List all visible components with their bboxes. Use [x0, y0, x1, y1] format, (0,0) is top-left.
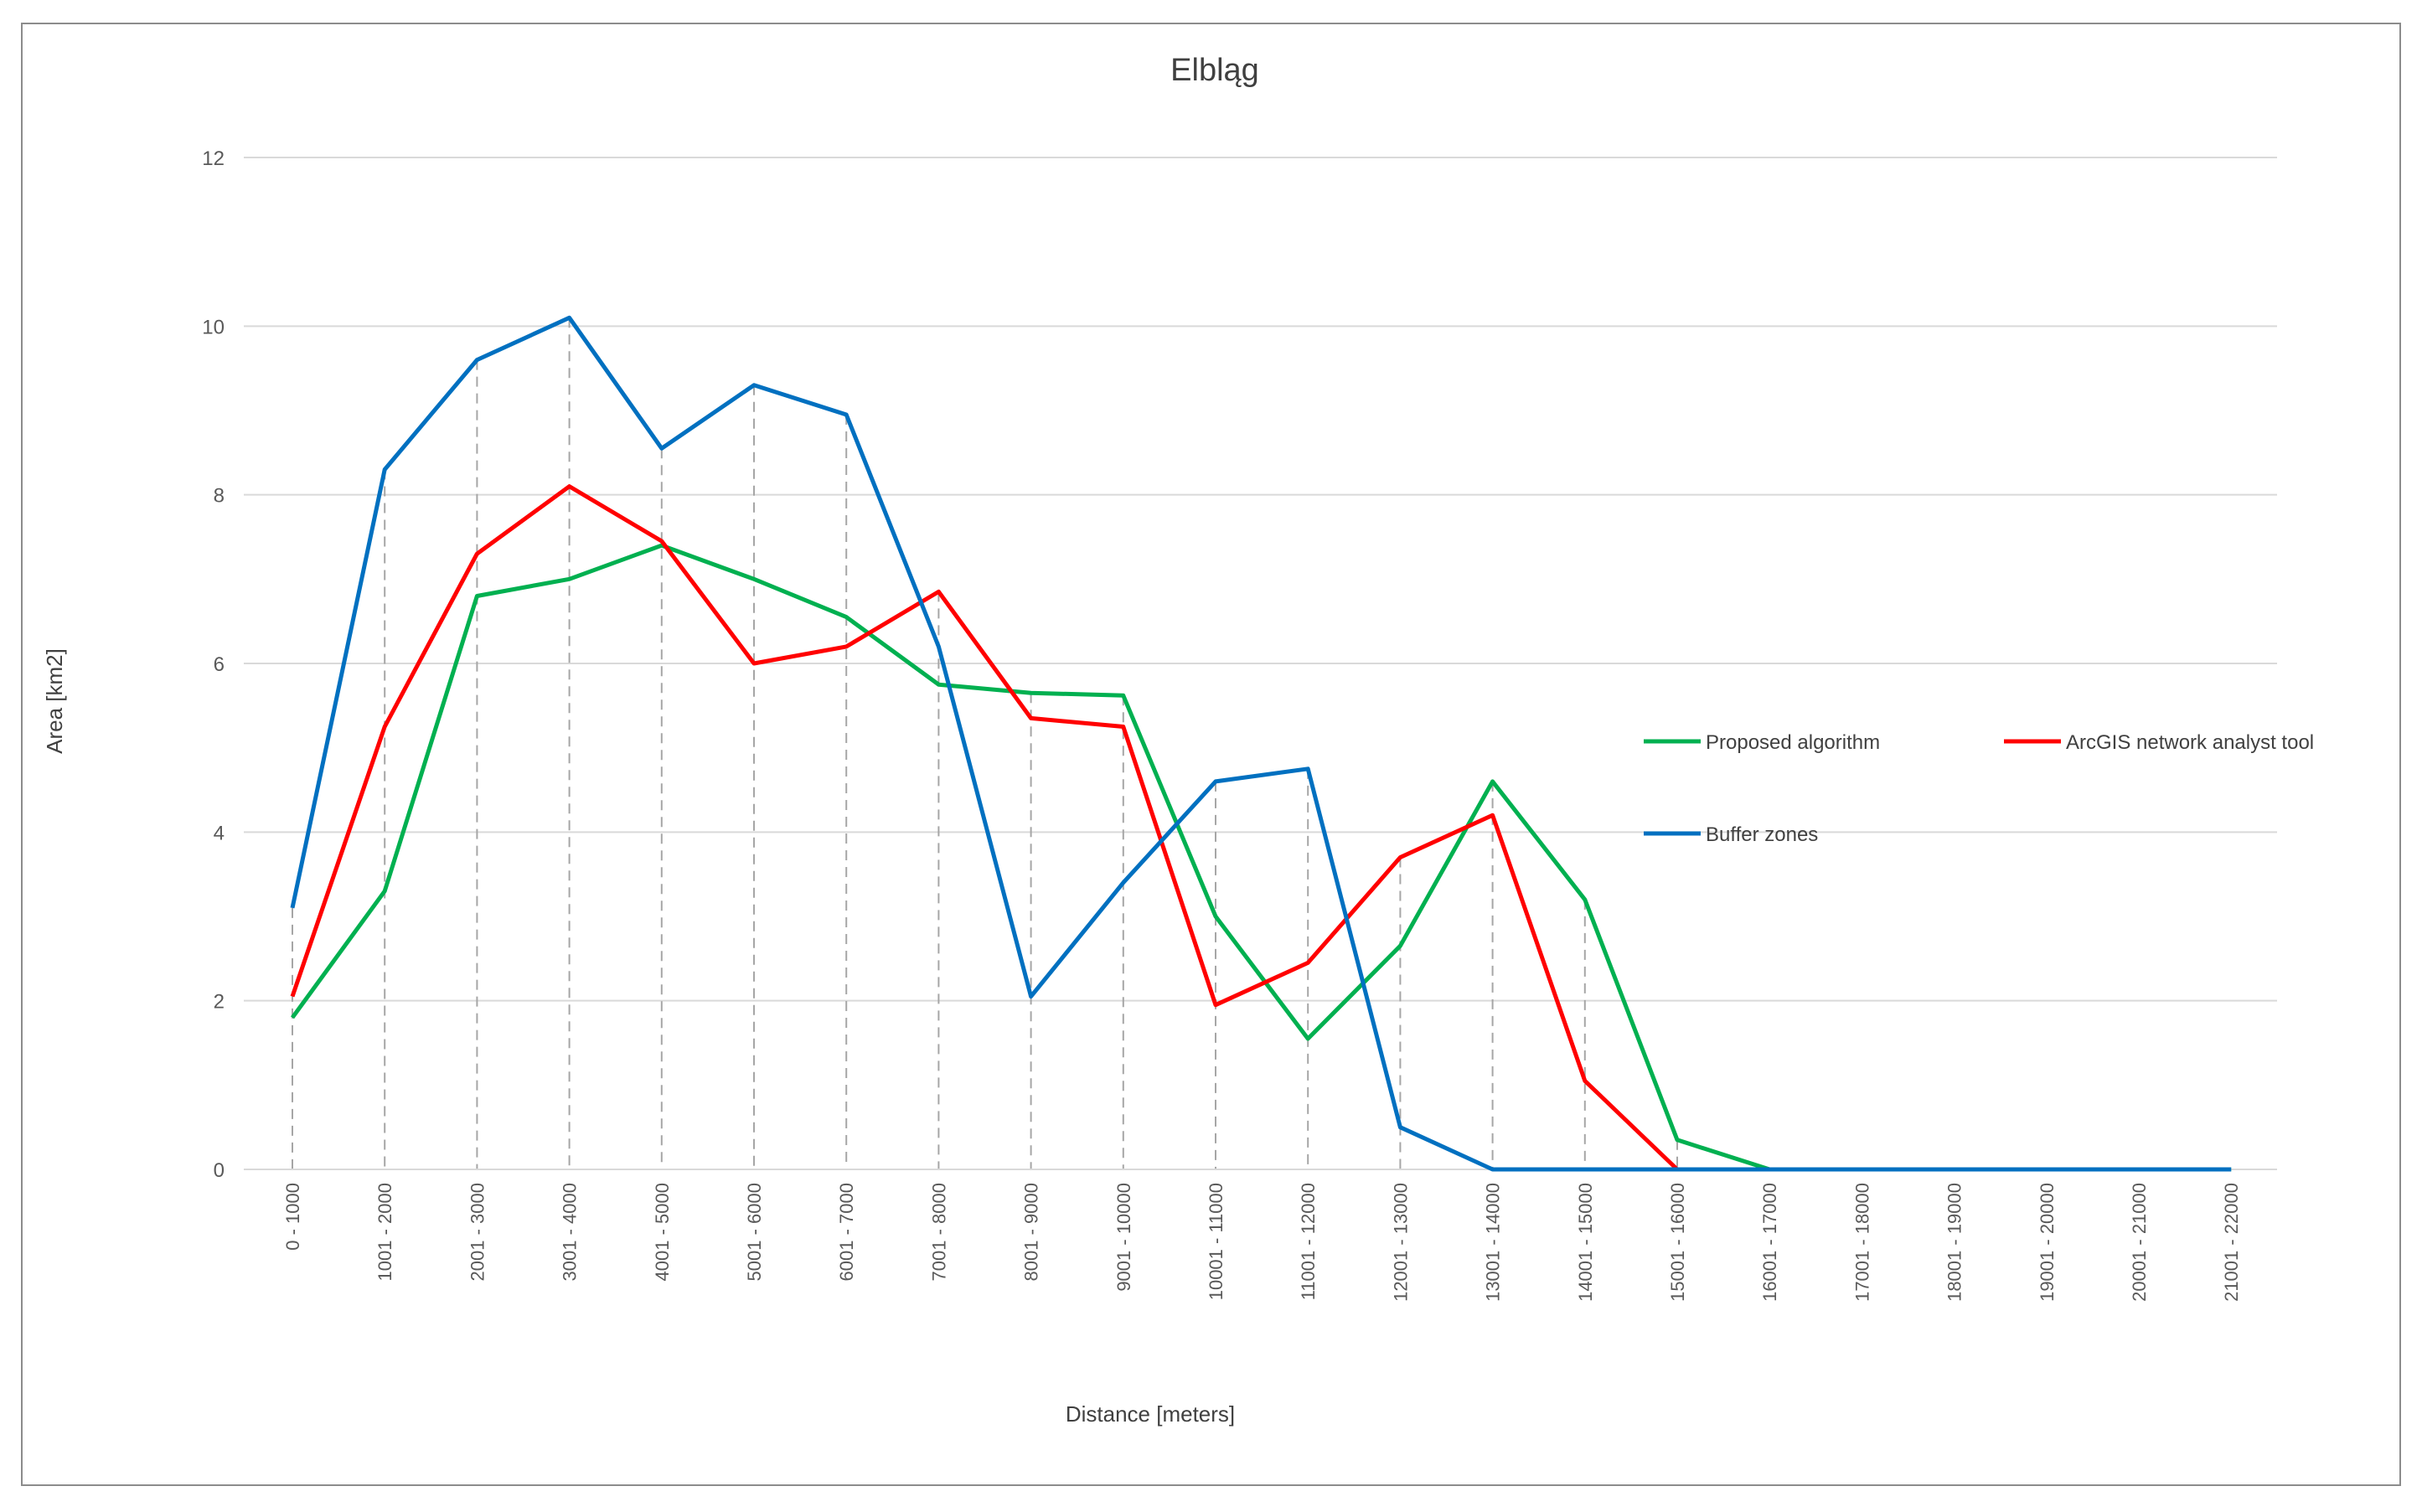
x-tick-label: 8001 - 9000 — [1021, 1183, 1042, 1281]
x-tick-label: 2001 - 3000 — [467, 1183, 488, 1281]
chart-border — [21, 23, 2401, 1486]
x-axis-label: Distance [meters] — [1066, 1401, 1235, 1427]
x-tick-label: 18001 - 19000 — [1944, 1183, 1965, 1302]
x-tick-label: 10001 - 11000 — [1206, 1183, 1226, 1300]
x-tick-label: 1001 - 2000 — [374, 1183, 395, 1281]
x-tick-label: 19001 - 20000 — [2037, 1183, 2058, 1302]
x-tick-label: 11001 - 12000 — [1298, 1183, 1319, 1300]
series-line-3 — [290, 315, 2232, 1172]
chart-title: Elbląg — [1170, 53, 1259, 88]
x-tick-label: 14001 - 15000 — [1575, 1183, 1596, 1302]
legend: Proposed algorithm ArcGIS network analyst… — [1644, 731, 2314, 846]
gridlines — [244, 157, 2277, 1002]
x-tick-label: 9001 - 10000 — [1113, 1183, 1134, 1292]
legend-label: Proposed algorithm — [1706, 731, 1880, 754]
x-tick-label: 16001 - 17000 — [1759, 1183, 1780, 1302]
x-tick-label: 20001 - 21000 — [2129, 1183, 2150, 1302]
x-tick-label: 21001 - 22000 — [2221, 1183, 2242, 1302]
series-line-2 — [290, 484, 1679, 1171]
y-tick-label: 12 — [202, 147, 225, 170]
y-tick-label: 6 — [214, 653, 225, 676]
series-lines — [290, 315, 2232, 1172]
y-tick-label: 4 — [214, 822, 225, 844]
x-tick-label: 6001 - 7000 — [836, 1183, 857, 1281]
y-axis-label: Area [km2] — [42, 648, 67, 754]
x-tick-label: 13001 - 14000 — [1483, 1183, 1504, 1302]
y-tick-label: 10 — [202, 316, 225, 338]
drop-lines — [292, 317, 1678, 1169]
x-tick-label: 4001 - 5000 — [652, 1183, 673, 1281]
x-tick-label: 5001 - 6000 — [744, 1183, 765, 1281]
x-tick-label: 0 - 1000 — [282, 1183, 303, 1251]
x-tick-label: 12001 - 13000 — [1390, 1183, 1411, 1302]
x-tick-label: 7001 - 8000 — [928, 1183, 949, 1281]
y-tick-label: 2 — [214, 991, 225, 1014]
x-tick-labels: 0 - 1000 1001 - 2000 2001 - 3000 3001 - 400… — [282, 1183, 2242, 1302]
y-tick-label: 8 — [214, 485, 225, 508]
x-tick-label: 3001 - 4000 — [560, 1183, 581, 1281]
legend-label: ArcGIS network analyst tool — [2066, 731, 2314, 754]
x-tick-label: 15001 - 16000 — [1667, 1183, 1688, 1302]
legend-label: Buffer zones — [1706, 823, 1818, 846]
y-tick-labels: 0 2 4 6 8 10 12 — [202, 147, 225, 1182]
x-tick-label: 17001 - 18000 — [1851, 1183, 1872, 1302]
y-tick-label: 0 — [214, 1159, 225, 1182]
